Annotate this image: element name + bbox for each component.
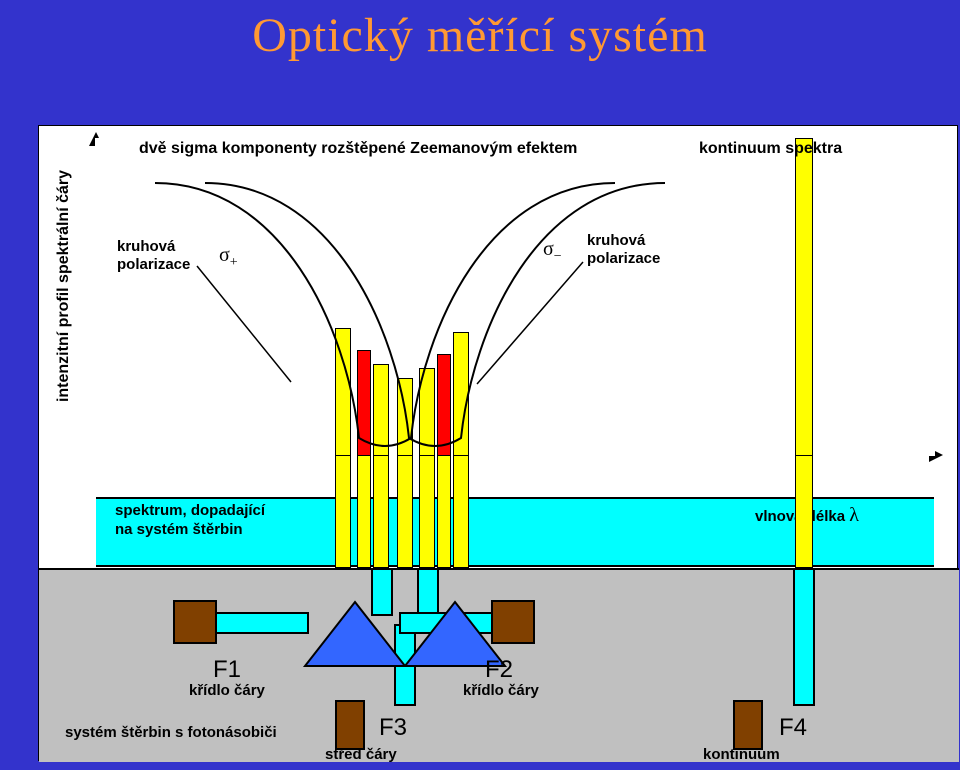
photomultiplier bbox=[173, 600, 217, 644]
label-slit-system: systém štěrbin s fotonásobiči bbox=[65, 724, 277, 741]
photomultiplier bbox=[491, 600, 535, 644]
photomultiplier bbox=[335, 700, 365, 750]
photomultiplier bbox=[733, 700, 763, 750]
label-F3: F3 bbox=[379, 714, 407, 742]
label-F2: F2 bbox=[485, 656, 513, 684]
label-F4: F4 bbox=[779, 714, 807, 742]
diagram-container: intenzitní profil spektrální čáry dvě si… bbox=[38, 125, 958, 761]
page-title: Optický měřící systém bbox=[0, 0, 960, 63]
label-F1-sub: křídlo čáry bbox=[189, 682, 265, 699]
label-F1: F1 bbox=[213, 656, 241, 684]
label-F2-sub: křídlo čáry bbox=[463, 682, 539, 699]
label-F4-sub: kontinuum bbox=[703, 746, 780, 763]
label-F3-sub: střed čáry bbox=[325, 746, 397, 763]
